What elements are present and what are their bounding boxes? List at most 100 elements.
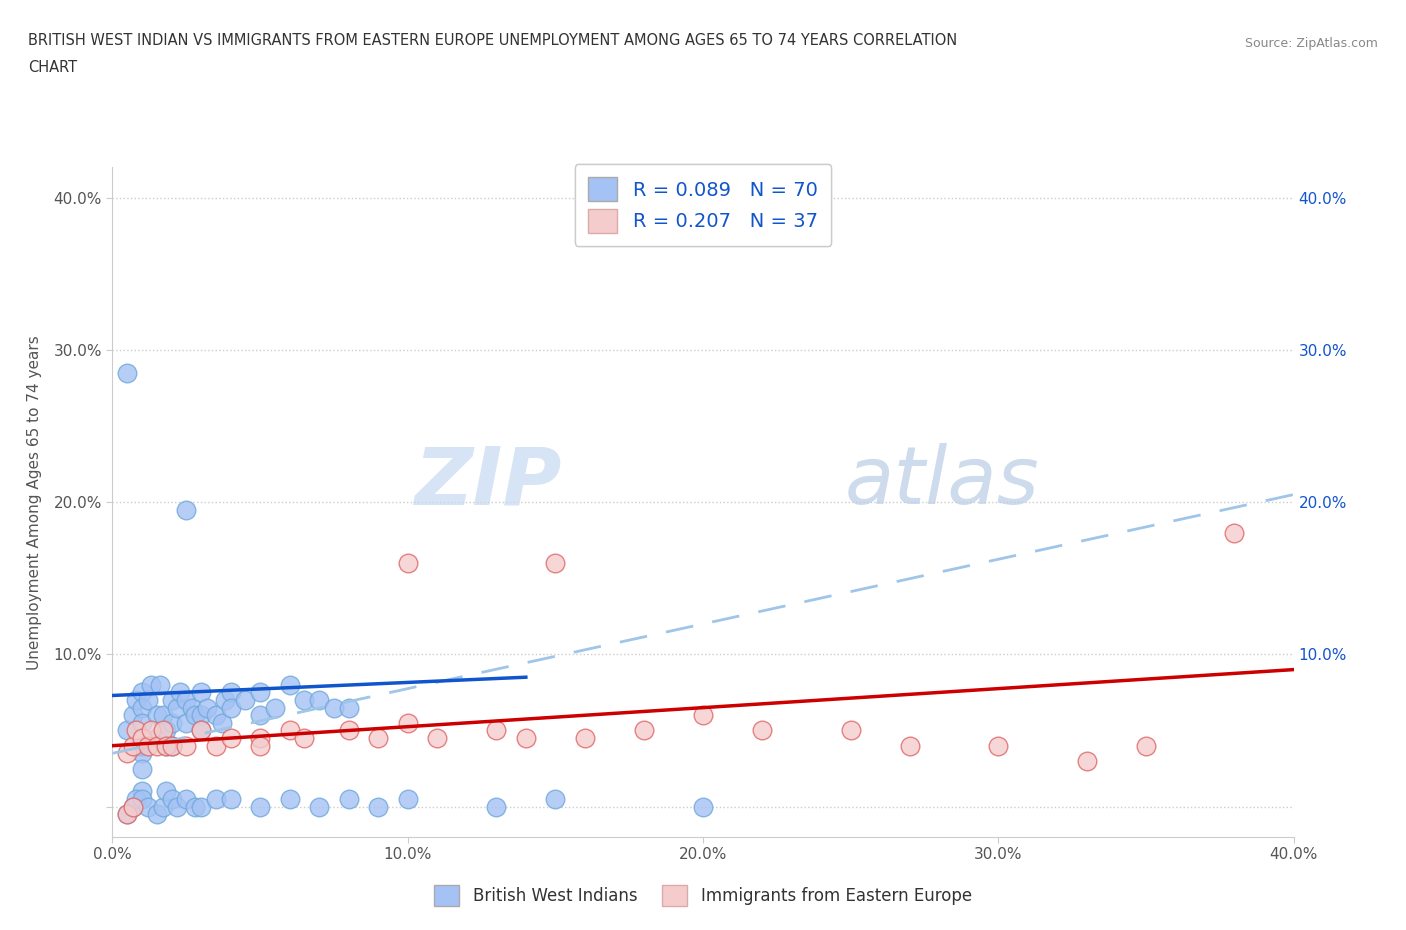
Point	[160, 738, 183, 753]
Point	[692, 708, 714, 723]
Point	[160, 738, 183, 753]
Point	[125, 693, 148, 708]
Point	[278, 791, 301, 806]
Text: Source: ZipAtlas.com: Source: ZipAtlas.com	[1244, 37, 1378, 50]
Point	[396, 715, 419, 730]
Point	[152, 799, 174, 814]
Point	[396, 791, 419, 806]
Point	[146, 708, 169, 723]
Point	[574, 731, 596, 746]
Point	[169, 685, 191, 700]
Point	[136, 693, 159, 708]
Point	[1223, 525, 1246, 540]
Point	[190, 799, 212, 814]
Point	[146, 731, 169, 746]
Point	[249, 708, 271, 723]
Point	[136, 738, 159, 753]
Point	[131, 738, 153, 753]
Point	[136, 799, 159, 814]
Point	[219, 731, 242, 746]
Point	[367, 799, 389, 814]
Point	[122, 708, 145, 723]
Text: BRITISH WEST INDIAN VS IMMIGRANTS FROM EASTERN EUROPE UNEMPLOYMENT AMONG AGES 65: BRITISH WEST INDIAN VS IMMIGRANTS FROM E…	[28, 33, 957, 47]
Point	[139, 723, 162, 737]
Point	[190, 708, 212, 723]
Point	[190, 723, 212, 737]
Point	[174, 693, 197, 708]
Point	[174, 791, 197, 806]
Y-axis label: Unemployment Among Ages 65 to 74 years: Unemployment Among Ages 65 to 74 years	[28, 335, 42, 670]
Point	[292, 731, 315, 746]
Point	[544, 791, 567, 806]
Point	[396, 555, 419, 570]
Point	[131, 791, 153, 806]
Point	[205, 791, 228, 806]
Point	[155, 738, 177, 753]
Point	[117, 746, 138, 761]
Point	[485, 799, 508, 814]
Point	[122, 799, 145, 814]
Point	[160, 715, 183, 730]
Point	[544, 555, 567, 570]
Point	[898, 738, 921, 753]
Point	[249, 685, 271, 700]
Point	[987, 738, 1010, 753]
Point	[751, 723, 773, 737]
Point	[128, 738, 150, 753]
Point	[131, 685, 153, 700]
Text: atlas: atlas	[845, 443, 1039, 521]
Point	[190, 723, 212, 737]
Point	[337, 700, 360, 715]
Point	[146, 738, 169, 753]
Point	[184, 708, 207, 723]
Point	[214, 693, 236, 708]
Legend: British West Indians, Immigrants from Eastern Europe: British West Indians, Immigrants from Ea…	[427, 879, 979, 912]
Text: ZIP: ZIP	[413, 443, 561, 521]
Point	[174, 738, 197, 753]
Point	[233, 693, 256, 708]
Point	[195, 700, 218, 715]
Point	[160, 693, 183, 708]
Point	[337, 723, 360, 737]
Point	[633, 723, 655, 737]
Point	[219, 791, 242, 806]
Point	[211, 715, 233, 730]
Point	[426, 731, 449, 746]
Point	[131, 784, 153, 799]
Point	[692, 799, 714, 814]
Point	[131, 731, 153, 746]
Point	[249, 738, 271, 753]
Point	[117, 806, 138, 821]
Point	[155, 738, 177, 753]
Point	[323, 700, 346, 715]
Point	[181, 700, 204, 715]
Point	[155, 784, 177, 799]
Point	[1135, 738, 1157, 753]
Point	[278, 677, 301, 692]
Point	[219, 700, 242, 715]
Point	[485, 723, 508, 737]
Point	[367, 731, 389, 746]
Point	[122, 799, 145, 814]
Point	[125, 791, 148, 806]
Point	[131, 761, 153, 776]
Point	[152, 708, 174, 723]
Point	[249, 731, 271, 746]
Point	[308, 799, 330, 814]
Point	[184, 799, 207, 814]
Point	[174, 715, 197, 730]
Point	[146, 806, 169, 821]
Point	[174, 502, 197, 517]
Point	[155, 723, 177, 737]
Point	[839, 723, 862, 737]
Point	[166, 700, 188, 715]
Point	[515, 731, 537, 746]
Point	[125, 723, 148, 737]
Point	[117, 806, 138, 821]
Point	[264, 700, 287, 715]
Point	[308, 693, 330, 708]
Point	[117, 723, 138, 737]
Point	[278, 723, 301, 737]
Legend: R = 0.089   N = 70, R = 0.207   N = 37: R = 0.089 N = 70, R = 0.207 N = 37	[575, 164, 831, 246]
Point	[166, 799, 188, 814]
